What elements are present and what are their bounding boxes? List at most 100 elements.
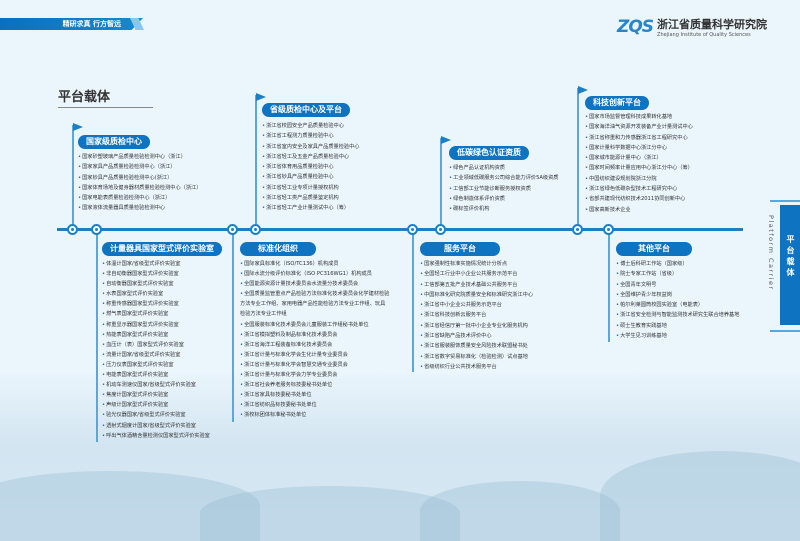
list-item: 浙江省计量与标准化学会智慧交通专业委员会 xyxy=(240,360,390,370)
side-tab: 平台载体 xyxy=(780,205,800,325)
list-item: 全国能源资源计量技术委员会水流量分技术委员会 xyxy=(240,279,390,289)
timeline-node xyxy=(250,224,261,235)
connector-line xyxy=(412,230,414,372)
list-item: 碳标签评价机构 xyxy=(449,204,558,214)
list-item: 中国标准化研究院质量安全和标准研究浙江中心 xyxy=(420,290,533,300)
side-divider xyxy=(770,330,800,332)
connector-line xyxy=(255,95,257,229)
section-title-standardization: 标准化组织 xyxy=(240,242,316,256)
section-title-innovation: 科技创新平台 xyxy=(585,96,649,110)
list-item: 称重传感器国家型式评价实验室 xyxy=(102,299,210,309)
list-item: 浙江省计量与标准化学会力学专业委员会 xyxy=(240,370,390,380)
title-divider xyxy=(58,107,153,108)
section-title-type-evaluation-labs: 计量器具国家型式评价实验室 xyxy=(102,242,222,256)
list-item: 工业领域低碳服务公司综合能力评价5A级资质 xyxy=(449,173,558,183)
section-title-provincial-centers: 省级质检中心及平台 xyxy=(262,103,350,117)
list-item: 院士专家工作站（省级） xyxy=(616,269,739,279)
background-hill xyxy=(600,451,800,541)
list-item: 国家海洋油气资源开发装备产业计量测试中心 xyxy=(585,122,693,132)
list-item: 浙江省科技创新云服务平台 xyxy=(420,310,533,320)
list-item: 绿色产品认证机构资质 xyxy=(449,163,558,173)
background-hill xyxy=(0,471,260,541)
connector-line xyxy=(232,230,234,422)
list-item: 国际水流分级评价标准化（ISO PC316WG1）机构成员 xyxy=(240,269,390,279)
connector-line xyxy=(577,88,579,229)
institute-logo: ZQS 浙江省质量科学研究院 Zhejiang Institute of Qua… xyxy=(617,16,767,38)
logo-mark: ZQS xyxy=(617,17,654,37)
list-item: 浙江省经信厅第一批中小企业专业化服务机构 xyxy=(420,321,533,331)
connector-line xyxy=(440,138,442,229)
list-item: 流量计国家/省级型式评价实验室 xyxy=(102,350,210,360)
standardization-list: 国际家具标准化（ISO/TC136）机构成员国际水流分级评价标准化（ISO PC… xyxy=(240,259,390,421)
list-item: 浙江省轻工产业计量测试中心（筹） xyxy=(262,203,359,213)
institute-name-en: Zhejiang Institute of Quality Sciences xyxy=(657,32,751,38)
list-item: 国际家具标准化（ISO/TC136）机构成员 xyxy=(240,259,390,269)
list-item: 国家家具产品质量检验检测中心（浙江） xyxy=(78,162,201,172)
timeline-node xyxy=(407,224,418,235)
list-item: 全国服装标准化技术委员会儿童服装工作组秘书处单位 xyxy=(240,320,390,330)
list-item: 浙江省室内安全及家具产品质量检验中心 xyxy=(262,142,359,152)
connector-line xyxy=(72,125,74,229)
list-item: 浙江省校园安全产品质量检验中心 xyxy=(262,121,359,131)
type-evaluation-labs-list: 体温计国家/省级型式评价实验室非自动衡器国家型式评价实验室自动衡器国家型式评价实… xyxy=(102,259,210,441)
list-item: 浙江省服装服饰质量安全风险技术联盟秘书处 xyxy=(420,341,533,351)
list-item: 浙江省社会养老服务标技委秘书处单位 xyxy=(240,380,390,390)
list-item: 浙江省工程测力质量检验中心 xyxy=(262,131,359,141)
list-item: 浙江省安全检测与智能监测技术研究生联合培养基地 xyxy=(616,310,739,320)
flag-icon xyxy=(441,136,451,144)
section-title-green-certification: 低碳绿色认证资质 xyxy=(449,146,529,160)
side-tab-label: 平台载体 xyxy=(786,235,795,279)
list-item: 国家时间频率计量应用中心浙江分中心（筹） xyxy=(585,163,693,173)
list-item: 国家体育场地及健身器材质量检验检测中心（浙江） xyxy=(78,183,201,193)
list-item: 浙江省中小企业公共服务示范平台 xyxy=(420,300,533,310)
list-item: 国家城市能源计量中心（浙江） xyxy=(585,153,693,163)
side-tab-label-en: Platform Carrier xyxy=(767,215,775,291)
list-item: 浙江省计量与标准化学会生化计量专业委员会 xyxy=(240,350,390,360)
section-title-service-platforms: 服务平台 xyxy=(420,242,500,256)
list-item: 全国维护青少年权益岗 xyxy=(616,290,739,300)
list-item: 验光仪器国家/省级型式评价实验室 xyxy=(102,410,210,420)
list-item: 浙江省轻工类产品质量鉴定机构 xyxy=(262,193,359,203)
list-item: 浙江省钞具产品质量检验中心 xyxy=(262,172,359,182)
timeline-node xyxy=(435,224,446,235)
list-item: 工信部第五批产业技术基础公共服务平台 xyxy=(420,280,533,290)
provincial-centers-list: 浙江省校园安全产品质量检验中心浙江省工程测力质量检验中心浙江省室内安全及家具产品… xyxy=(262,121,359,214)
list-item: 国家砂塑玻璃产品质量检验检测中心（浙江） xyxy=(78,152,201,162)
list-item: 省部共建现代纺织技术2011协同创新中心 xyxy=(585,194,693,204)
section-title-national-centers: 国家级质检中心 xyxy=(78,135,150,149)
list-item: 燃气表国家型式评价实验室 xyxy=(102,309,210,319)
green-certification-list: 绿色产品认证机构资质工业领域低碳服务公司综合能力评价5A级资质工信部工业节能诊断… xyxy=(449,163,558,214)
list-item: 国家计量科学数据中心浙江分中心 xyxy=(585,143,693,153)
list-item: 浙江省轻工及五金产品质量检验中心 xyxy=(262,152,359,162)
list-item: 机动车测速仪国家/省级型式评价实验室 xyxy=(102,380,210,390)
national-centers-list: 国家砂塑玻璃产品质量检验检测中心（浙江）国家家具产品质量检验检测中心（浙江） 国家… xyxy=(78,152,201,214)
list-item: 水表国家型式评价实验室 xyxy=(102,289,210,299)
connector-line xyxy=(96,230,98,442)
list-item: 浙江省称重和力传感器浙江省工程研究中心 xyxy=(585,133,693,143)
connector-line xyxy=(608,230,610,342)
list-item: 全国质量监管重点产品检验方法标准化技术委员会化学建材检验方法专业工作组、家用电器… xyxy=(240,289,390,319)
list-item: 国家强制性标准实施情况统计分析点 xyxy=(420,259,533,269)
list-item: 工信部工业节能诊断服务授权资质 xyxy=(449,184,558,194)
list-item: 自动衡器国家型式评价实验室 xyxy=(102,279,210,289)
list-item: 博士后科研工作站（国家级） xyxy=(616,259,739,269)
list-item: 浙江省体育用品质量检验中心 xyxy=(262,162,359,172)
list-item: 称重显示器国家型式评价实验室 xyxy=(102,320,210,330)
list-item: 声级计国家型式评价实验室 xyxy=(102,400,210,410)
section-title-other-platforms: 其他平台 xyxy=(616,242,692,256)
flag-icon xyxy=(256,93,266,101)
list-item: 国家液体流量器具质量检验检测中心 xyxy=(78,203,201,213)
list-item: 热能表国家型式评价实验室 xyxy=(102,330,210,340)
page-title: 平台载体 xyxy=(58,90,111,105)
list-item: 呼出气体酒精含量检测仪国家型式评价实验室 xyxy=(102,431,210,441)
list-item: 浙江省轻工业专项计量授权机构 xyxy=(262,183,359,193)
flag-icon xyxy=(578,86,588,94)
list-item: 帕尔利莱圆筒校园实验室（电能表） xyxy=(616,300,739,310)
list-item: 国家电能表质量检验检测中心（浙江） xyxy=(78,193,201,203)
list-item: 中国纺织建设规划院浙江分院 xyxy=(585,174,693,184)
list-item: 国家高新技术企业 xyxy=(585,205,693,215)
slogan-banner: 精研求真 行方智远 xyxy=(0,18,143,30)
timeline-node xyxy=(572,224,583,235)
list-item: 浙江省纺织品标技委秘书处单位 xyxy=(240,400,390,410)
list-item: 体温计国家/省级型式评价实验室 xyxy=(102,259,210,269)
